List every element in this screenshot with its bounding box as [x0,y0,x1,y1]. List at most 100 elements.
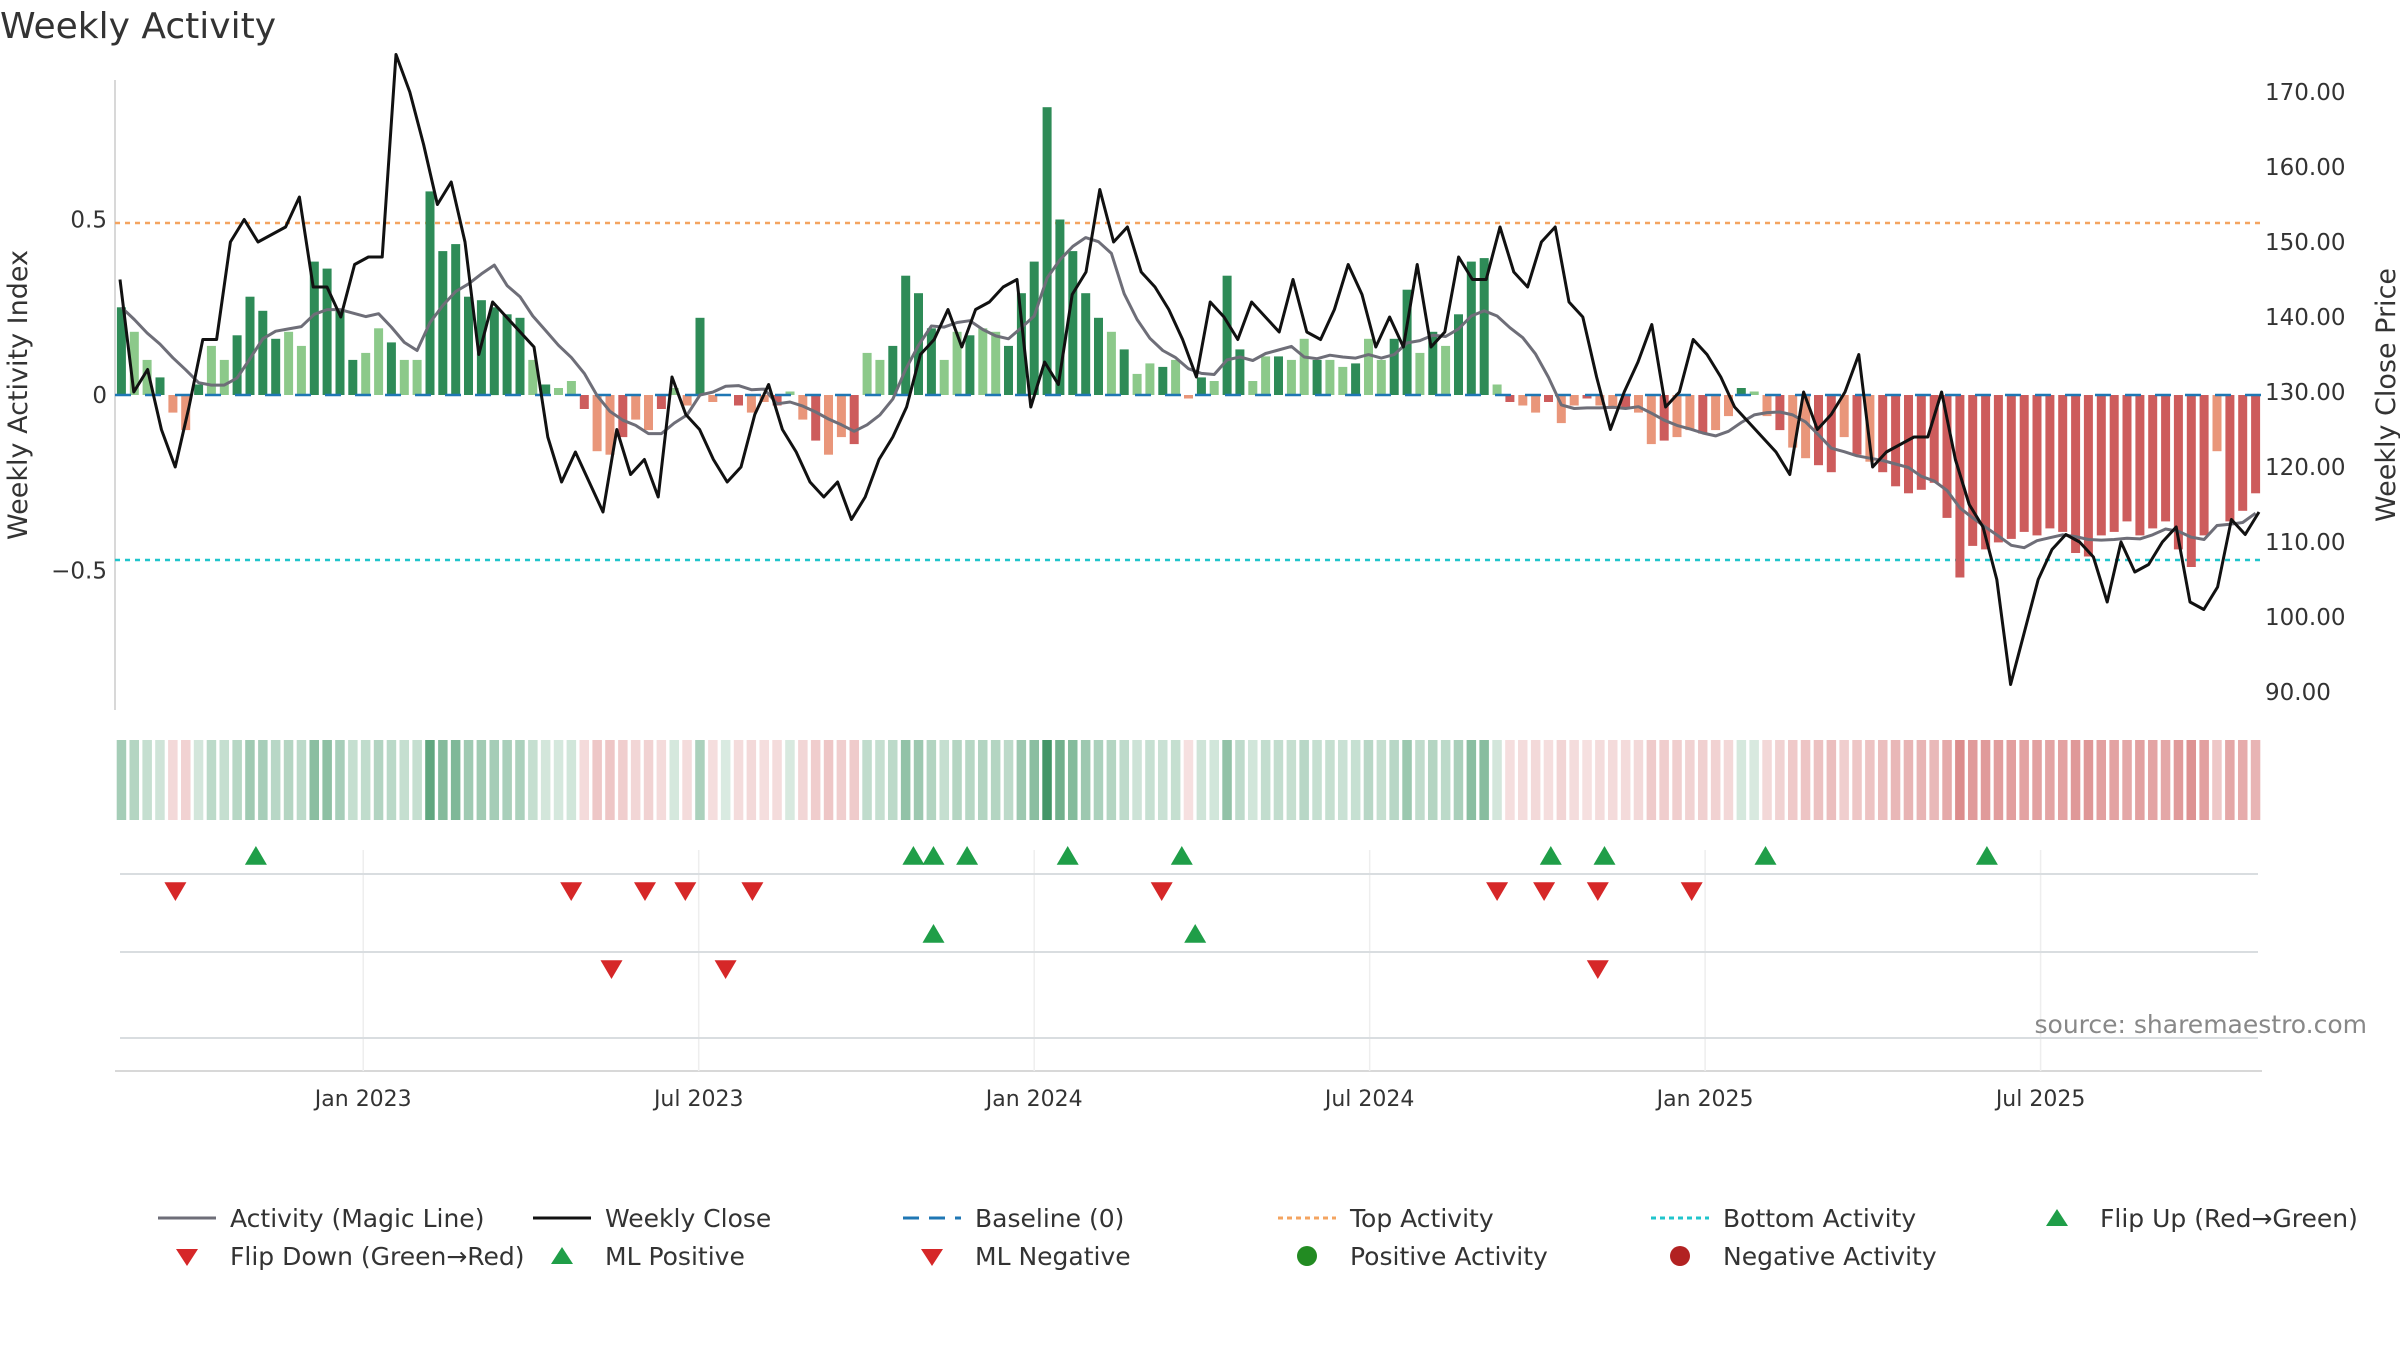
heatmap-cell [515,740,525,820]
activity-bar [464,296,473,395]
heatmap-cell [1698,740,1708,820]
heatmap-cell [1749,740,1759,820]
heatmap-cell [1042,740,1052,820]
heatmap-cell [1942,740,1952,820]
activity-bar [1428,331,1438,395]
activity-bar [399,359,409,395]
heatmap-cell [2109,740,2119,820]
negact-legend-symbol [1670,1246,1690,1266]
heatmap-cell [502,740,512,820]
heatmap-cell [1055,740,1065,820]
heatmap-cell [2173,740,2184,820]
y2-tick-label: 130.00 [2265,380,2345,406]
heatmap-cell [181,740,191,820]
flip-down-marker [674,882,697,901]
heatmap-cell [219,740,229,820]
activity-bar [746,395,756,413]
activity-bar [785,391,795,395]
heatmap-cell [1646,740,1657,820]
legend-item-posact: Positive Activity [1272,1238,1548,1274]
legend-label: Baseline (0) [975,1203,1125,1233]
activity-bar [1454,314,1463,395]
activity-bar [1081,293,1091,395]
heatmap-cell [1878,740,1888,820]
flip-down-marker [560,882,583,901]
heatmap-cell [1582,740,1592,820]
y2-tick-label: 150.00 [2265,230,2345,256]
heatmap-cell [425,740,435,820]
activity-bar [335,310,345,395]
flip-up-marker [922,846,945,865]
activity-bar [1865,395,1875,462]
activity-bar [888,345,898,395]
heatmap-cell [862,740,872,820]
y-tick-label: 0.5 [70,208,107,234]
legend-item-negact: Negative Activity [1645,1238,1937,1274]
activity-bar [451,244,461,395]
heatmap-cell [2045,740,2055,820]
legend-label: Weekly Close [605,1203,772,1233]
heatmap-cell [682,740,692,820]
heatmap-cell [2199,740,2209,820]
legend-label: Negative Activity [1723,1241,1937,1271]
heatmap-cell [1608,740,1618,820]
activity-bar [605,395,615,455]
heatmap-cell [900,740,911,820]
heatmap-cell [245,740,255,820]
ml-positive-marker [1184,924,1207,943]
flip-down-marker [634,882,656,901]
activity-bar [206,345,216,395]
activity-bar [1376,359,1386,395]
activity-bar [1878,395,1888,473]
heatmap-cell [759,740,769,820]
heatmap-cell [656,740,667,820]
activity-bar [245,296,255,395]
heatmap-cell [1466,740,1477,820]
activity-bar [541,384,551,395]
heatmap-cell [193,740,204,820]
activity-bar [618,395,628,438]
heatmap-cell [360,740,371,820]
heatmap-cell [1376,740,1387,820]
activity-bar [1055,219,1065,395]
flip-up-marker [1056,846,1079,865]
heatmap-cell [1890,740,1901,820]
activity-bar [2161,395,2171,522]
heatmap-cell [566,740,577,820]
heatmap-cell [618,740,628,820]
heatmap-cell [1402,740,1412,820]
activity-bar [1184,395,1193,399]
heatmap-cell [1248,740,1258,820]
heatmap-cell [1980,740,1991,820]
activity-bar [1929,395,1939,483]
x-tick-label: Jan 2025 [1655,1087,1754,1112]
heatmap-cell [1788,740,1798,820]
heatmap-cell [1826,740,1837,820]
activity-bar [1544,395,1553,402]
heatmap-cell [1505,740,1515,820]
activity-bar [836,395,846,438]
heatmap-cell [1955,740,1965,820]
heatmap-cell [978,740,988,820]
heatmap-cell [1762,740,1772,820]
heatmap-cell [2006,740,2016,820]
heatmap-cell [438,740,448,820]
heatmap-cell [1286,740,1297,820]
x-tick-label: Jul 2024 [1323,1087,1415,1112]
activity-bar [425,191,435,395]
activity-bar [1286,359,1296,395]
activity-bar [2083,395,2093,557]
activity-bar [1068,251,1078,395]
activity-bar [1196,377,1206,395]
activity-bar [1762,395,1772,417]
activity-bar [2186,395,2196,567]
flip-up-marker [1539,846,1562,865]
heatmap-cell [772,740,782,820]
heatmap-cell [206,740,217,820]
activity-bar [1004,345,1013,395]
flip-up-marker [1754,846,1777,865]
heatmap-cell [2070,740,2081,820]
activity-bar [1659,395,1669,441]
heatmap-cell [913,740,924,820]
flip-up-marker [244,846,267,865]
